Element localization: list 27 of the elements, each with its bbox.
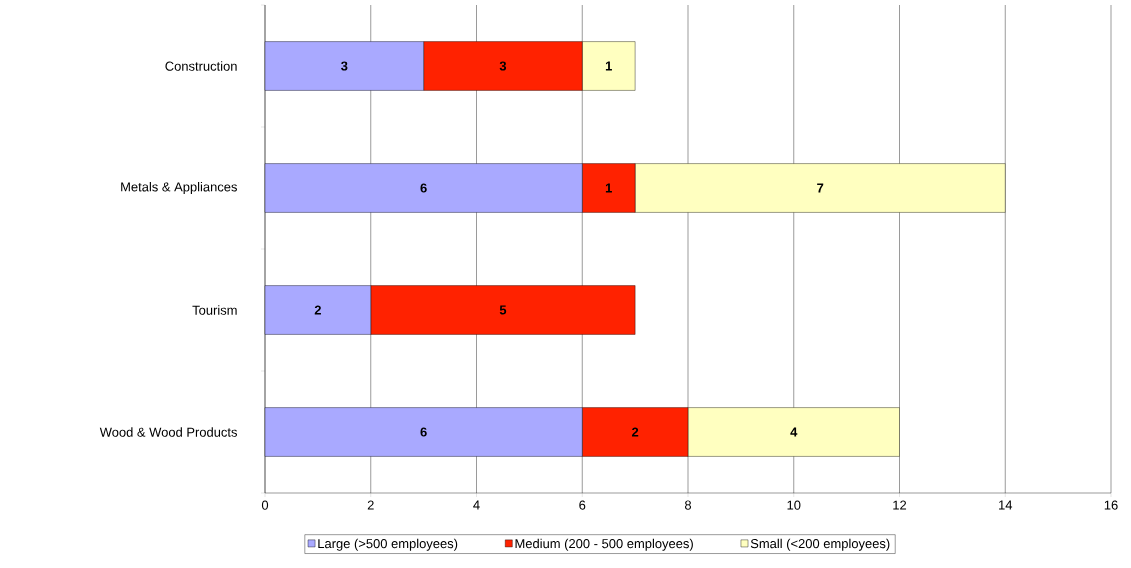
x-tick-label: 10	[787, 500, 801, 510]
x-tick-label: 2	[367, 500, 374, 510]
data-label: 1	[605, 183, 612, 193]
x-tick-label: 4	[473, 500, 480, 510]
x-tick-label: 14	[999, 500, 1013, 510]
x-tick-label: 8	[684, 500, 692, 510]
data-label: 6	[420, 183, 427, 193]
data-label: 6	[420, 427, 427, 437]
data-label: 7	[817, 183, 824, 193]
data-label: 1	[605, 61, 612, 71]
legend-label: Medium (200 - 500 employees)	[515, 538, 693, 551]
y-tick-label: Metals & Appliances	[121, 181, 237, 195]
legend-label: Large (>500 employees)	[318, 538, 458, 551]
y-tick-label: Construction	[165, 61, 237, 71]
data-label: 2	[631, 427, 639, 437]
data-label: 3	[341, 61, 348, 71]
data-label: 3	[499, 61, 507, 71]
data-label: 4	[790, 427, 798, 437]
y-tick-label: Tourism	[192, 305, 237, 315]
legend-label: Small (<200 employees)	[750, 538, 890, 551]
x-tick-label: 6	[579, 500, 586, 510]
x-tick-label: 0	[261, 500, 269, 510]
data-label: 5	[499, 305, 507, 315]
x-tick-label: 12	[893, 500, 907, 510]
data-label: 2	[314, 305, 321, 315]
x-tick-label: 16	[1104, 500, 1118, 510]
y-tick-label: Wood & Wood Products	[99, 427, 237, 437]
